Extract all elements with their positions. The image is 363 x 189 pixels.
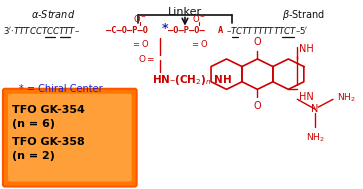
Text: $\mathsf{=O}$: $\mathsf{=O}$ — [131, 38, 150, 49]
Text: $\mathsf{=O}$: $\mathsf{=O}$ — [190, 38, 208, 49]
Text: * = Chiral Center: * = Chiral Center — [19, 84, 103, 94]
Text: $\beta$-Strand: $\beta$-Strand — [282, 8, 326, 22]
Text: $\mathsf{O=}$: $\mathsf{O=}$ — [138, 53, 155, 64]
Text: $\alpha$-Strand: $\alpha$-Strand — [31, 8, 75, 20]
Text: NH: NH — [299, 44, 314, 54]
Text: HN: HN — [299, 92, 314, 102]
Text: HN–(CH$_2$)$_n$ NH: HN–(CH$_2$)$_n$ NH — [152, 73, 232, 87]
Text: O: O — [254, 101, 261, 111]
Text: NH$_2$: NH$_2$ — [306, 131, 325, 143]
Text: $\mathsf{O}^-$: $\mathsf{O}^-$ — [192, 13, 206, 24]
Text: $3'{\cdot}$$\mathit{TTTCCTCCTTT}$–: $3'{\cdot}$$\mathit{TTTCCTCCTTT}$– — [3, 25, 80, 36]
Text: –$\mathit{TCTTTTTTTTCT}$–$5'$: –$\mathit{TCTTTTTTTTCT}$–$5'$ — [226, 25, 308, 36]
Text: O: O — [254, 37, 261, 47]
FancyBboxPatch shape — [8, 94, 132, 182]
Text: (n = 2): (n = 2) — [12, 151, 55, 161]
FancyBboxPatch shape — [3, 89, 136, 187]
Text: (n = 6): (n = 6) — [12, 119, 55, 129]
Text: A: A — [218, 26, 223, 35]
Text: N: N — [311, 104, 319, 114]
Text: –O–P–O–: –O–P–O– — [168, 26, 205, 35]
Text: *: * — [162, 22, 168, 35]
Text: $\mathsf{O}^-$: $\mathsf{O}^-$ — [133, 13, 147, 24]
Text: TFO GK-354: TFO GK-354 — [12, 105, 85, 115]
Text: NH$_2$: NH$_2$ — [337, 91, 356, 104]
Text: TFO GK-358: TFO GK-358 — [12, 137, 85, 147]
Text: –C–O–P–O: –C–O–P–O — [106, 26, 148, 35]
Text: Linker: Linker — [168, 7, 202, 17]
